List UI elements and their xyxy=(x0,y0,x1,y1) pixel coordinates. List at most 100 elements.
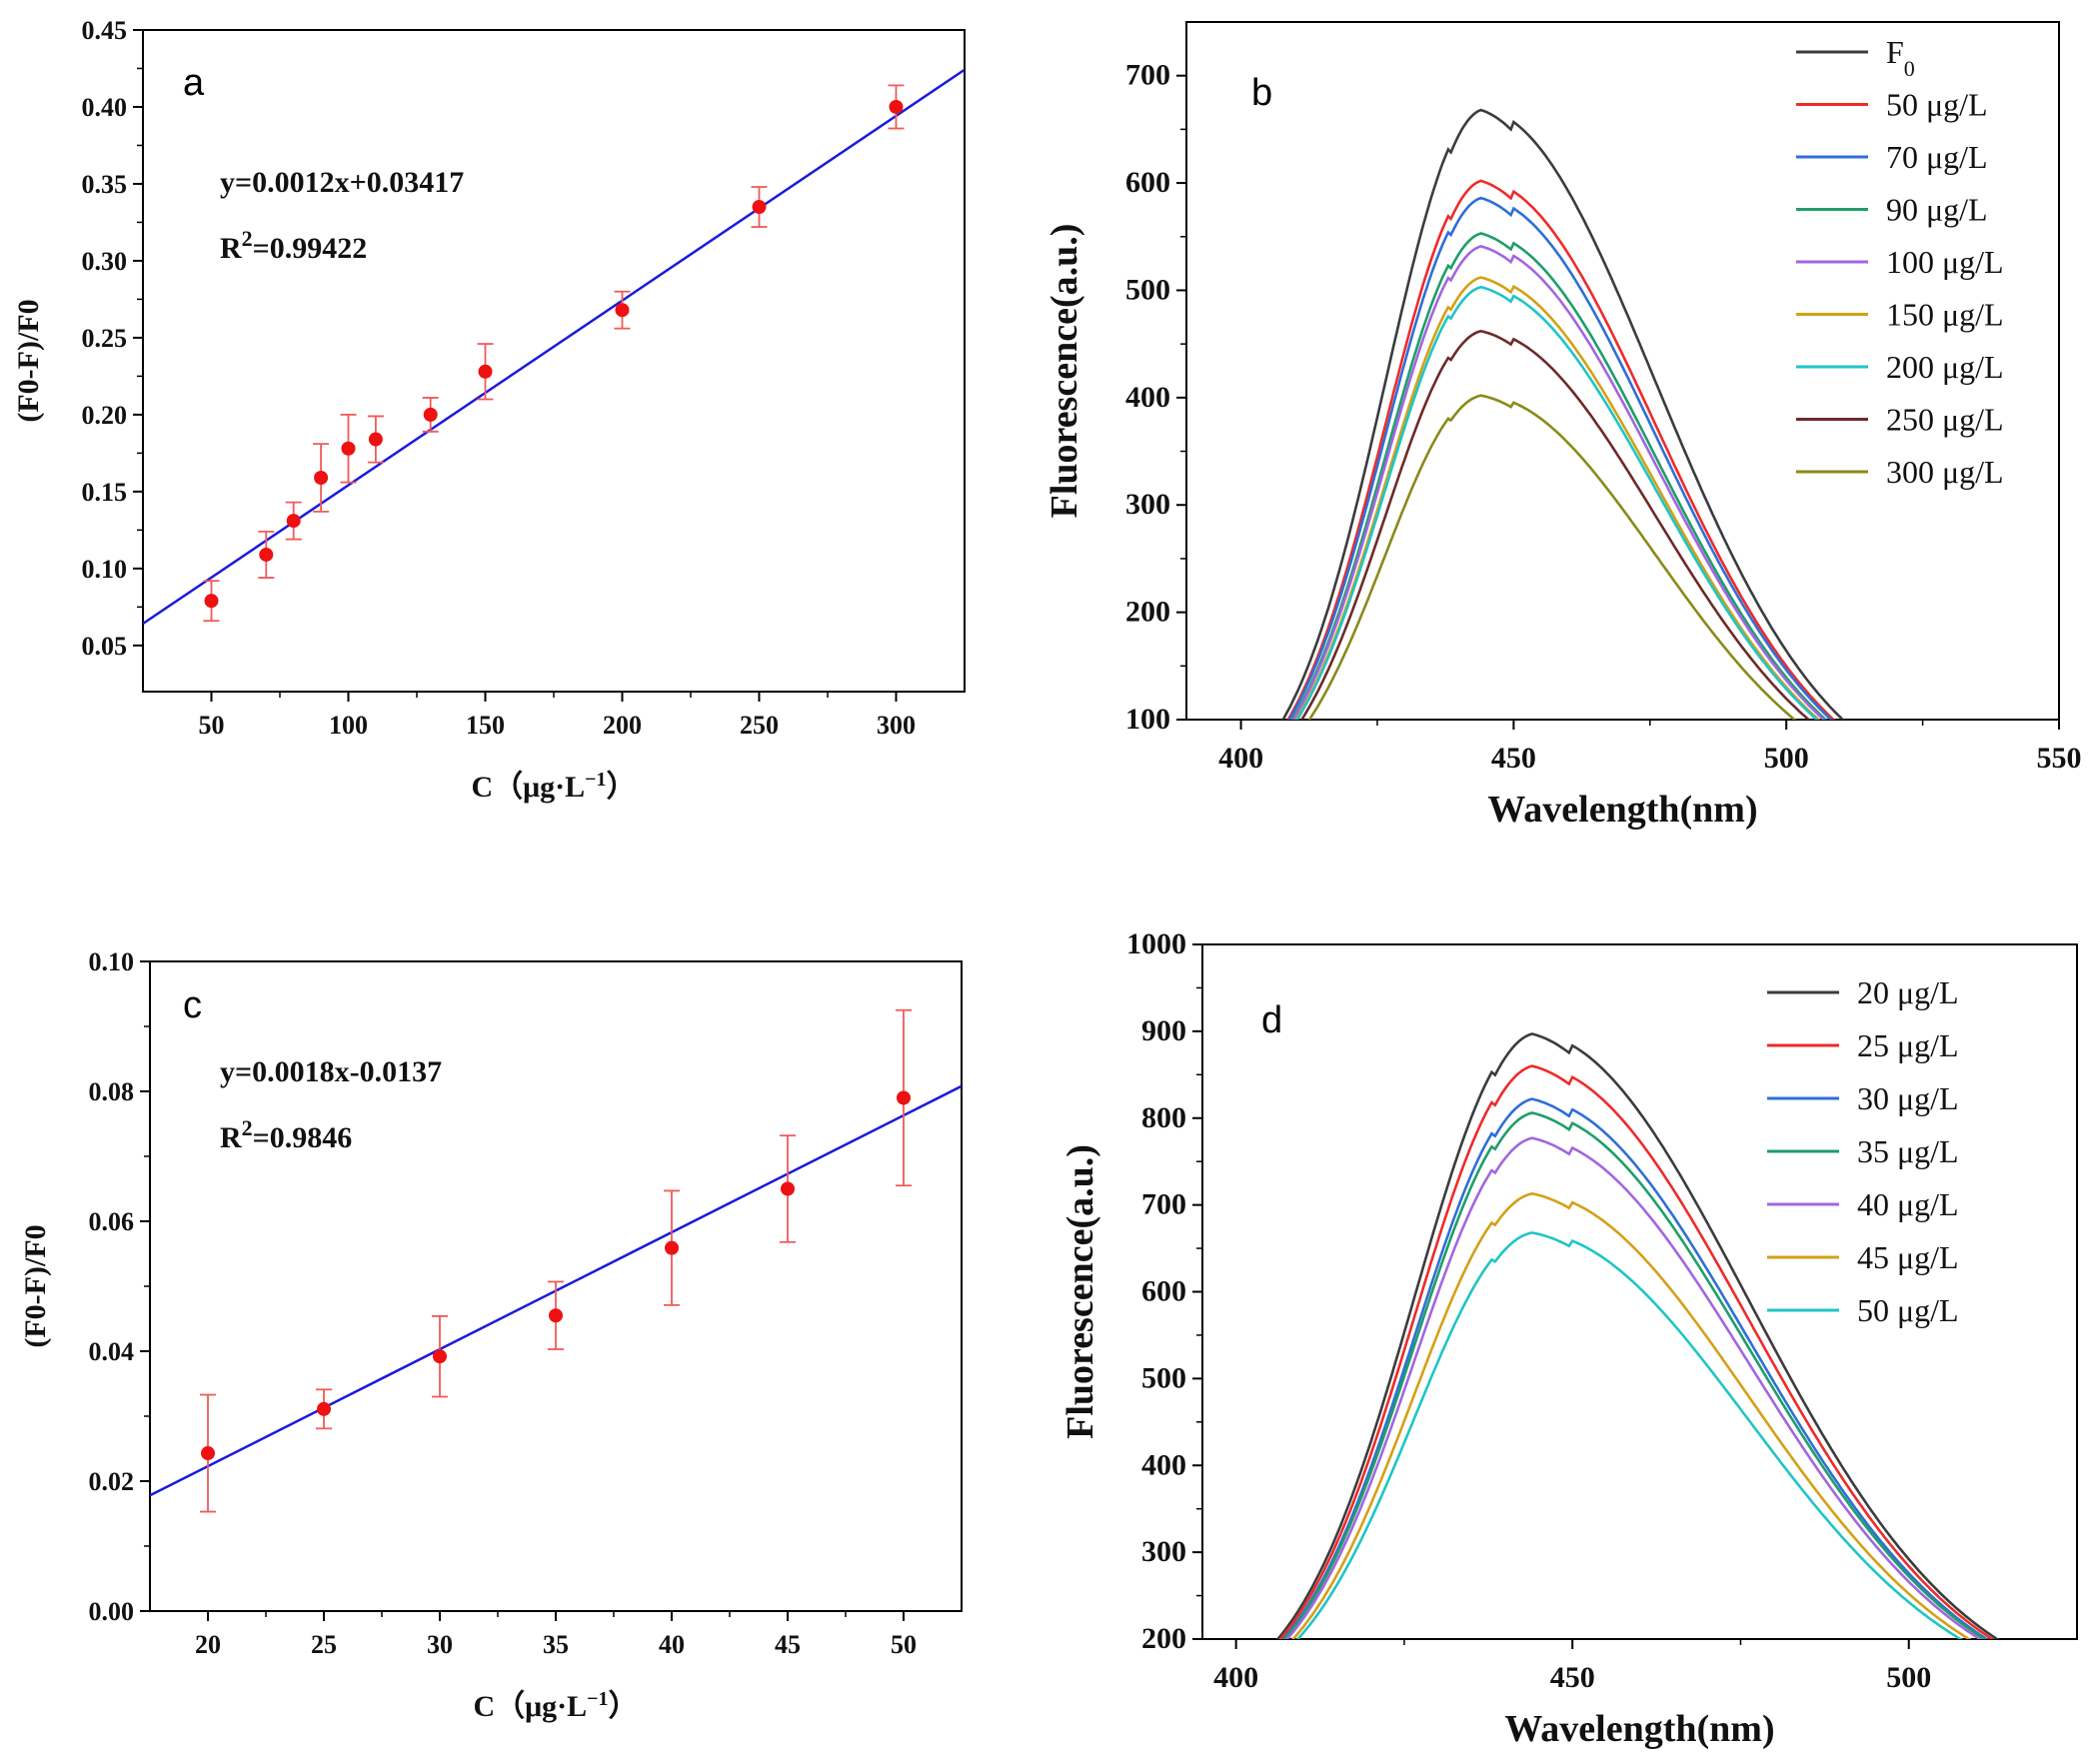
data-point xyxy=(433,1349,447,1364)
y-tick-label: 0.20 xyxy=(82,401,128,430)
x-axis-title-unit: （μg·L xyxy=(493,770,585,804)
y-tick-label: 0.45 xyxy=(82,16,128,45)
x-tick-label: 50 xyxy=(199,711,225,740)
legend-label-sub: 0 xyxy=(1904,56,1915,81)
y-axis-title: Fluorescence(a.u.) xyxy=(1059,1144,1101,1439)
legend-label: 45 μg/L xyxy=(1857,1239,1959,1275)
data-point xyxy=(897,1090,911,1105)
x-tick-label: 25 xyxy=(311,1630,337,1659)
spectrum-curve xyxy=(1281,1097,1990,1639)
r-squared-value: =0.9846 xyxy=(253,1121,353,1154)
y-tick-label: 0.15 xyxy=(82,478,128,507)
y-axis-title: Fluorescence(a.u.) xyxy=(1044,224,1085,519)
panel-d-chart: 400 450 500 200 300 400 500 600 700 800 900 1000 20 … xyxy=(1059,927,2078,1750)
legend-label-text: 30 μg/L xyxy=(1857,1080,1959,1116)
y-tick-label: 300 xyxy=(1125,488,1170,521)
y-tick-label: 0.30 xyxy=(82,247,128,276)
r-squared-label: R xyxy=(220,1121,242,1154)
spectrum-curve xyxy=(1285,1136,1983,1639)
x-axis-title: Wavelength(nm) xyxy=(1487,789,1757,831)
plot-frame xyxy=(1185,21,2060,721)
y-tick-label: 0.40 xyxy=(82,93,128,122)
legend-label: 70 μg/L xyxy=(1886,139,1988,175)
x-tick-label: 550 xyxy=(2037,742,2082,775)
legend-label: 30 μg/L xyxy=(1857,1080,1959,1116)
x-tick-label: 50 xyxy=(891,1630,917,1659)
legend-label: F0 xyxy=(1886,34,1915,81)
x-axis-title-main: C xyxy=(471,771,493,804)
y-tick-label: 400 xyxy=(1141,1448,1186,1481)
y-tick-label: 900 xyxy=(1141,1014,1186,1047)
fit-equation: y=0.0018x-0.0137 xyxy=(220,1055,442,1088)
x-axis-title: C（μg·L−1） xyxy=(473,1688,638,1723)
spectrum-curve xyxy=(1286,179,1836,720)
data-point xyxy=(259,547,274,562)
y-axis-title: (F0-F)/F0 xyxy=(19,1224,52,1347)
panel-c-chart: 20 25 30 35 40 45 50 0.00 0.02 0.04 0.06 0.08 0.10 C（… xyxy=(19,947,963,1723)
data-point xyxy=(286,514,301,529)
r-squared-label: R xyxy=(220,232,242,265)
y-tick-label: 800 xyxy=(1141,1101,1186,1134)
legend-label-text: 200 μg/L xyxy=(1886,349,2004,385)
y-tick-label: 100 xyxy=(1125,703,1170,736)
y-tick-label: 700 xyxy=(1125,59,1170,92)
legend-label-text: 100 μg/L xyxy=(1886,244,2004,280)
legend-label-text: 50 μg/L xyxy=(1857,1292,1959,1328)
legend-label: 25 μg/L xyxy=(1857,1027,1959,1063)
legend-label-text: 50 μg/L xyxy=(1886,87,1988,123)
legend-label-text: 150 μg/L xyxy=(1886,297,2004,333)
data-point xyxy=(665,1240,679,1255)
y-tick-label: 400 xyxy=(1125,381,1170,414)
spectrum-curve xyxy=(1307,394,1797,720)
spectrum-curve xyxy=(1291,1191,1972,1639)
x-tick-label: 400 xyxy=(1218,742,1263,775)
y-tick-label: 0.05 xyxy=(82,632,128,661)
spectrum-curve xyxy=(1291,245,1826,720)
y-tick-label: 0.02 xyxy=(89,1467,135,1496)
x-tick-label: 150 xyxy=(466,711,505,740)
y-tick-label: 700 xyxy=(1141,1188,1186,1221)
y-tick-label: 300 xyxy=(1141,1535,1186,1568)
x-axis-title-main: C xyxy=(473,1690,495,1723)
x-tick-label: 35 xyxy=(543,1630,569,1659)
legend-label: 35 μg/L xyxy=(1857,1133,1959,1169)
panel-b-chart: 400 450 500 550 100 200 300 400 500 600 700 F0 50 μg… xyxy=(1044,21,2082,831)
spectrum-curve xyxy=(1295,285,1819,720)
legend-label-text: 35 μg/L xyxy=(1857,1133,1959,1169)
x-tick-label: 30 xyxy=(427,1630,453,1659)
x-axis-title-close: ） xyxy=(609,1689,639,1723)
spectrum-curve xyxy=(1282,1111,1987,1639)
spectrum-curve xyxy=(1295,1231,1963,1639)
y-tick-label: 0.00 xyxy=(89,1597,135,1626)
y-tick-label: 200 xyxy=(1141,1622,1186,1655)
legend-label-text: 90 μg/L xyxy=(1886,192,1988,228)
x-tick-label: 500 xyxy=(1886,1661,1931,1694)
legend-label: 40 μg/L xyxy=(1857,1186,1959,1222)
x-tick-label: 200 xyxy=(603,711,642,740)
r-squared: R2=0.99422 xyxy=(220,226,367,266)
y-tick-label: 0.35 xyxy=(82,170,128,199)
legend-label: 20 μg/L xyxy=(1857,974,1959,1010)
x-tick-label: 300 xyxy=(877,711,916,740)
data-point xyxy=(781,1181,795,1196)
y-tick-label: 500 xyxy=(1141,1361,1186,1394)
legend-label: 50 μg/L xyxy=(1857,1292,1959,1328)
legend-label-text: 25 μg/L xyxy=(1857,1027,1959,1063)
legend-label-text: 40 μg/L xyxy=(1857,1186,1959,1222)
x-axis-title-unit: （μg·L xyxy=(495,1689,587,1723)
legend-label: 200 μg/L xyxy=(1886,349,2004,385)
legend-label-text: F xyxy=(1886,34,1904,70)
data-point xyxy=(549,1308,563,1323)
spectrum-curve xyxy=(1275,1032,2000,1639)
data-point xyxy=(752,200,767,215)
data-point xyxy=(615,303,630,318)
legend-label: 300 μg/L xyxy=(1886,454,2004,490)
panel-label: a xyxy=(183,62,205,104)
data-point xyxy=(201,1446,215,1461)
x-tick-label: 450 xyxy=(1550,1661,1595,1694)
x-tick-label: 45 xyxy=(775,1630,801,1659)
x-axis-title-close: ） xyxy=(607,770,637,804)
x-axis-title-sup: −1 xyxy=(587,1688,608,1710)
y-tick-label: 0.10 xyxy=(82,555,128,584)
r-squared-sup: 2 xyxy=(242,226,253,251)
